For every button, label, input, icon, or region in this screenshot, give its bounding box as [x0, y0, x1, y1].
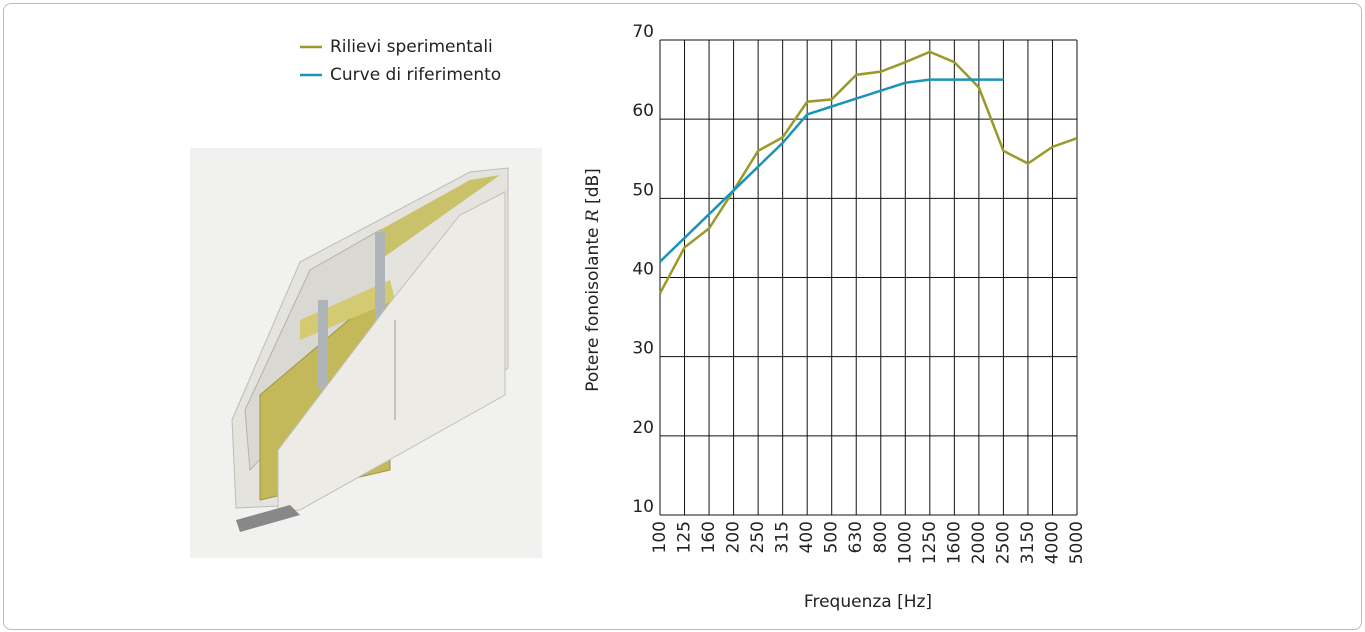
y-tick-label: 40	[632, 260, 654, 280]
series-line	[658, 50, 1078, 294]
x-tick-label: 200	[724, 521, 744, 553]
y-axis-title: Potere fonoisolante R [dB]	[583, 168, 604, 392]
y-tick-label: 30	[632, 339, 654, 359]
y-axis-symbol: R	[583, 209, 603, 223]
x-tick-label: 800	[871, 521, 891, 553]
x-tick-label: 315	[773, 521, 793, 553]
x-tick-label: 160	[699, 521, 719, 553]
x-tick-label: 630	[846, 521, 866, 553]
x-tick-label: 1000	[895, 521, 915, 564]
x-tick-label: 3150	[1018, 521, 1038, 564]
wall-illustration	[190, 148, 542, 558]
y-axis-unit: [dB]	[583, 168, 603, 209]
series-line	[659, 78, 1004, 263]
x-tick-label: 1600	[944, 521, 964, 564]
x-tick-label: 2500	[993, 521, 1013, 564]
x-tick-label: 5000	[1067, 521, 1087, 564]
y-tick-label: 10	[632, 497, 654, 517]
x-tick-label: 4000	[1042, 521, 1062, 564]
y-tick-label: 70	[632, 22, 654, 42]
x-tick-label: 400	[797, 521, 817, 553]
x-tick-label: 250	[748, 521, 768, 553]
x-tick-label: 1250	[920, 521, 940, 564]
legend-label: Curve di riferimento	[330, 65, 501, 85]
y-tick-label: 20	[632, 418, 654, 438]
y-tick-label: 50	[632, 180, 654, 200]
x-tick-label: 100	[650, 521, 670, 553]
y-axis-title-text: Potere fonoisolante	[583, 222, 603, 392]
x-tick-label: 500	[822, 521, 842, 553]
x-tick-label: 2000	[969, 521, 989, 564]
legend-label: Rilievi sperimentali	[330, 37, 493, 57]
x-tick-label: 125	[675, 521, 695, 553]
y-tick-label: 60	[632, 101, 654, 121]
frame	[3, 3, 1362, 630]
x-axis-title: Frequenza [Hz]	[804, 592, 932, 612]
